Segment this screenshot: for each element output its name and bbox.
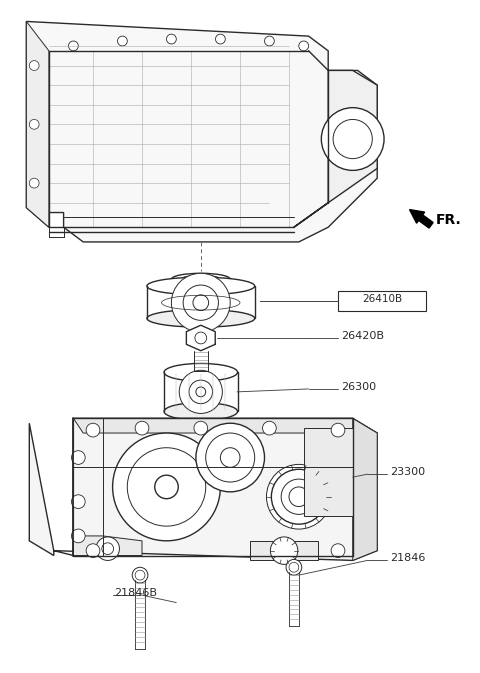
- Circle shape: [271, 469, 326, 524]
- Bar: [338, 291, 426, 310]
- Circle shape: [113, 433, 220, 541]
- Circle shape: [72, 495, 85, 509]
- Polygon shape: [73, 419, 377, 433]
- Circle shape: [86, 544, 100, 557]
- Circle shape: [155, 475, 178, 499]
- Circle shape: [299, 41, 309, 51]
- Ellipse shape: [171, 273, 230, 285]
- Polygon shape: [294, 71, 377, 227]
- Circle shape: [29, 178, 39, 188]
- Circle shape: [321, 108, 384, 170]
- Text: 26300: 26300: [341, 382, 376, 392]
- Circle shape: [286, 559, 302, 575]
- Circle shape: [72, 529, 85, 543]
- Circle shape: [263, 421, 276, 435]
- Polygon shape: [29, 419, 377, 561]
- Circle shape: [69, 41, 78, 51]
- FancyArrow shape: [409, 209, 433, 228]
- Circle shape: [333, 119, 372, 159]
- Ellipse shape: [181, 275, 220, 283]
- Circle shape: [29, 119, 39, 129]
- Polygon shape: [73, 536, 142, 555]
- Polygon shape: [186, 325, 215, 351]
- Circle shape: [270, 537, 298, 565]
- Circle shape: [266, 464, 331, 529]
- Ellipse shape: [147, 277, 255, 295]
- Circle shape: [289, 563, 299, 572]
- Circle shape: [183, 285, 218, 320]
- Circle shape: [72, 451, 85, 464]
- Polygon shape: [250, 541, 318, 561]
- Circle shape: [194, 421, 208, 435]
- Circle shape: [179, 370, 222, 413]
- Circle shape: [96, 537, 120, 561]
- Circle shape: [102, 543, 114, 555]
- Circle shape: [281, 479, 316, 514]
- Circle shape: [118, 36, 127, 46]
- Circle shape: [132, 567, 148, 583]
- Circle shape: [206, 433, 255, 482]
- Circle shape: [264, 36, 274, 46]
- Ellipse shape: [164, 402, 238, 421]
- Text: 21846B: 21846B: [115, 588, 157, 598]
- Circle shape: [216, 34, 225, 44]
- Circle shape: [196, 423, 264, 492]
- Ellipse shape: [164, 363, 238, 381]
- Circle shape: [193, 295, 209, 310]
- Circle shape: [289, 487, 309, 507]
- Polygon shape: [304, 428, 353, 516]
- Circle shape: [135, 421, 149, 435]
- Circle shape: [331, 423, 345, 437]
- Circle shape: [220, 448, 240, 467]
- Circle shape: [189, 380, 213, 404]
- Text: 23300: 23300: [390, 467, 425, 477]
- Polygon shape: [353, 419, 377, 561]
- Circle shape: [86, 423, 100, 437]
- Circle shape: [196, 387, 206, 397]
- Circle shape: [135, 570, 145, 580]
- Circle shape: [331, 544, 345, 557]
- Circle shape: [171, 273, 230, 332]
- Circle shape: [195, 332, 207, 344]
- Text: 26410B: 26410B: [362, 294, 402, 304]
- Ellipse shape: [147, 310, 255, 327]
- Polygon shape: [26, 22, 377, 242]
- Text: 21846: 21846: [390, 553, 425, 563]
- Circle shape: [127, 448, 206, 526]
- Circle shape: [167, 34, 176, 44]
- Text: FR.: FR.: [436, 213, 462, 227]
- Circle shape: [29, 61, 39, 71]
- Text: 26420B: 26420B: [341, 331, 384, 341]
- Polygon shape: [26, 22, 49, 227]
